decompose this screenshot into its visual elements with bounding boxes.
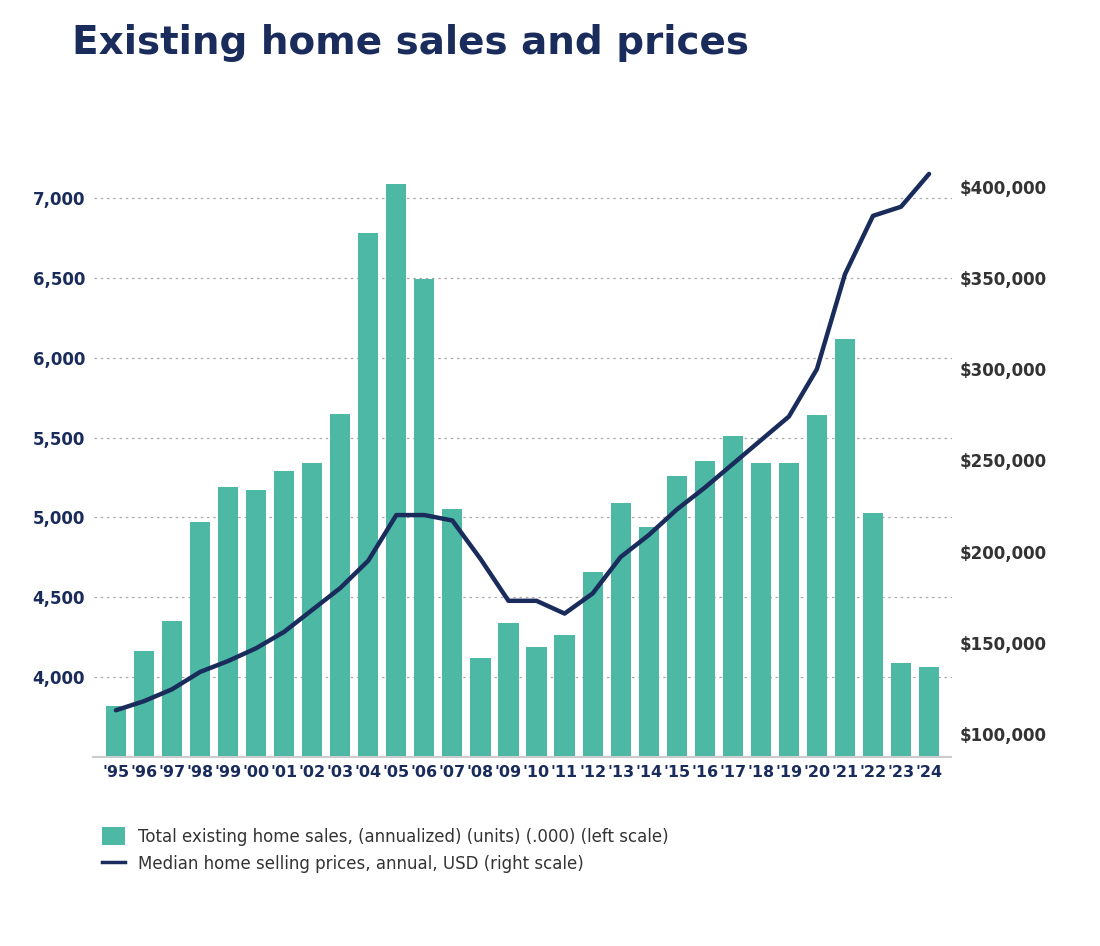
Text: Existing home sales and prices: Existing home sales and prices [72, 24, 748, 61]
Bar [639, 527, 659, 946]
Bar [162, 622, 183, 946]
Bar [918, 668, 939, 946]
Bar [835, 339, 855, 946]
Bar [359, 233, 378, 946]
Bar [106, 706, 127, 946]
Bar [274, 471, 295, 946]
Legend: Total existing home sales, (annualized) (units) (.000) (left scale), Median home: Total existing home sales, (annualized) … [102, 828, 669, 873]
Bar [610, 503, 630, 946]
Bar [415, 279, 434, 946]
Bar [246, 490, 266, 946]
Bar [891, 662, 911, 946]
Bar [134, 652, 154, 946]
Bar [862, 513, 883, 946]
Bar [527, 647, 547, 946]
Bar [386, 184, 406, 946]
Bar [583, 571, 603, 946]
Bar [471, 657, 491, 946]
Bar [779, 464, 799, 946]
Bar [554, 636, 574, 946]
Bar [330, 413, 350, 946]
Bar [667, 476, 686, 946]
Bar [190, 522, 210, 946]
Bar [750, 464, 771, 946]
Bar [806, 415, 827, 946]
Bar [302, 464, 322, 946]
Bar [442, 509, 462, 946]
Bar [723, 436, 743, 946]
Bar [695, 462, 715, 946]
Bar [218, 487, 239, 946]
Bar [498, 622, 518, 946]
